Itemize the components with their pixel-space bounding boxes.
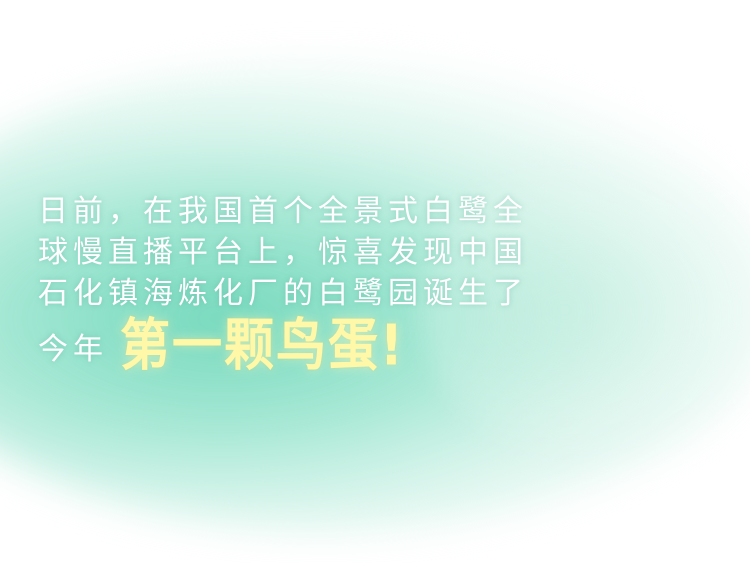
caption-line-3: 石化镇海炼化厂的白鹭园诞生了: [38, 276, 528, 311]
caption-line-2: 球慢直播平台上，惊喜发现中国: [38, 235, 528, 270]
caption-line-1: 日前，在我国首个全景式白鹭全: [38, 194, 528, 229]
caption-line-4: 今年 第一颗鸟蛋!: [38, 313, 518, 380]
caption-block: 日前，在我国首个全景式白鹭全 球慢直播平台上，惊喜发现中国 石化镇海炼化厂的白鹭…: [38, 191, 528, 380]
highlight-headline: 第一颗鸟蛋!: [120, 312, 405, 378]
caption-lead-text: 今年: [38, 332, 108, 367]
soft-glow-right: [420, 150, 750, 470]
